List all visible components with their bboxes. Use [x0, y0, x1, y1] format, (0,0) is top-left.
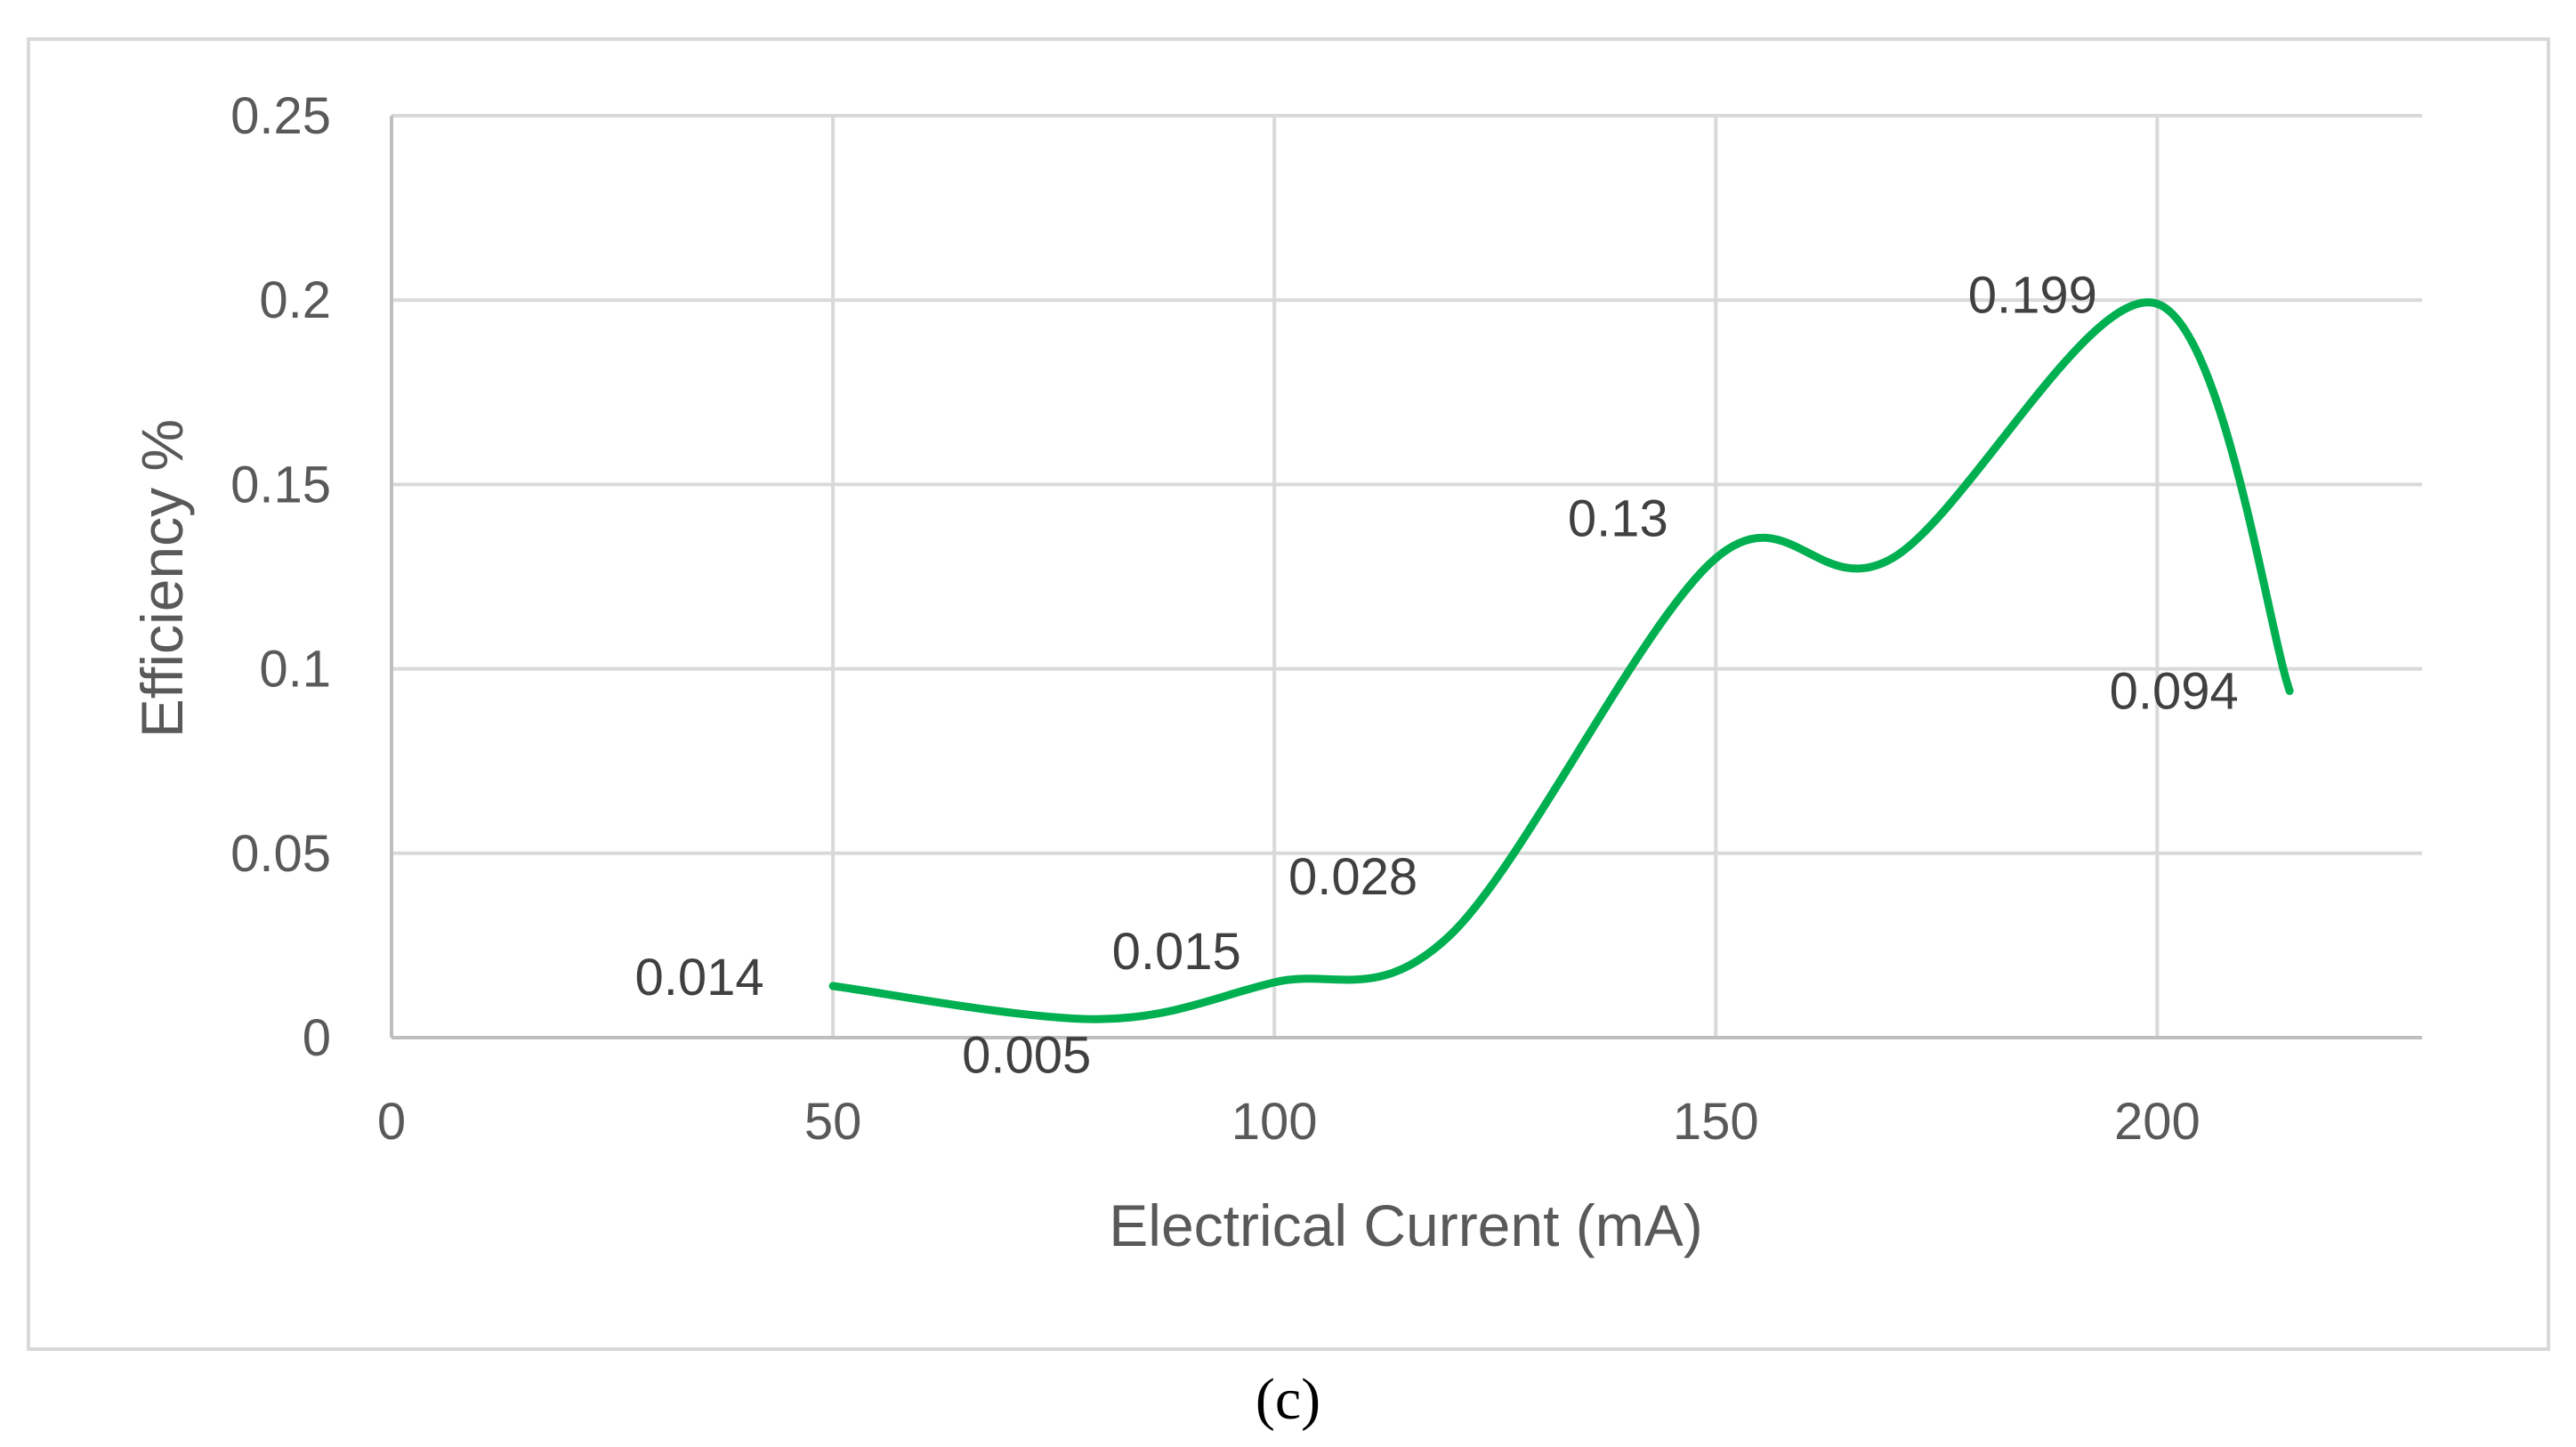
y-tick-label: 0.05: [230, 825, 331, 883]
series: [828, 298, 2294, 1023]
efficiency-series-line: [828, 298, 2294, 1023]
y-tick-label: 0.15: [230, 456, 331, 513]
data-label: 0.015: [1112, 923, 1241, 981]
x-tick-label: 100: [1231, 1093, 1318, 1151]
data-label: 0.005: [962, 1026, 1091, 1084]
x-tick-label: 0: [377, 1093, 406, 1151]
data-labels: 0.014 0.005 0.015 0.028 0.13 0.199 0.094: [635, 266, 2239, 1084]
x-tick-labels: 0 50 100 150 200: [377, 1093, 2201, 1151]
y-tick-label: 0: [303, 1009, 331, 1067]
x-axis-title: Electrical Current (mA): [1109, 1192, 1702, 1258]
y-tick-label: 0.1: [259, 641, 331, 699]
x-tick-label: 150: [1673, 1093, 1759, 1151]
data-label: 0.094: [2110, 662, 2239, 720]
x-tick-label: 200: [2114, 1093, 2201, 1151]
data-label: 0.13: [1568, 489, 1668, 547]
y-tick-label: 0.2: [259, 271, 331, 329]
panel-caption: (c): [1255, 1367, 1321, 1432]
chart-frame: [27, 37, 2550, 1351]
y-tick-label: 0.25: [230, 87, 331, 145]
y-tick-labels: 0 0.05 0.1 0.15 0.2 0.25: [230, 87, 331, 1067]
data-label: 0.014: [635, 949, 764, 1006]
axes: [390, 116, 2422, 1039]
data-label: 0.028: [1288, 848, 1417, 906]
y-axis-title: Efficiency %: [129, 419, 195, 738]
grid-lines: [392, 114, 2422, 1038]
x-tick-label: 50: [804, 1093, 862, 1151]
data-label: 0.199: [1968, 266, 2097, 324]
